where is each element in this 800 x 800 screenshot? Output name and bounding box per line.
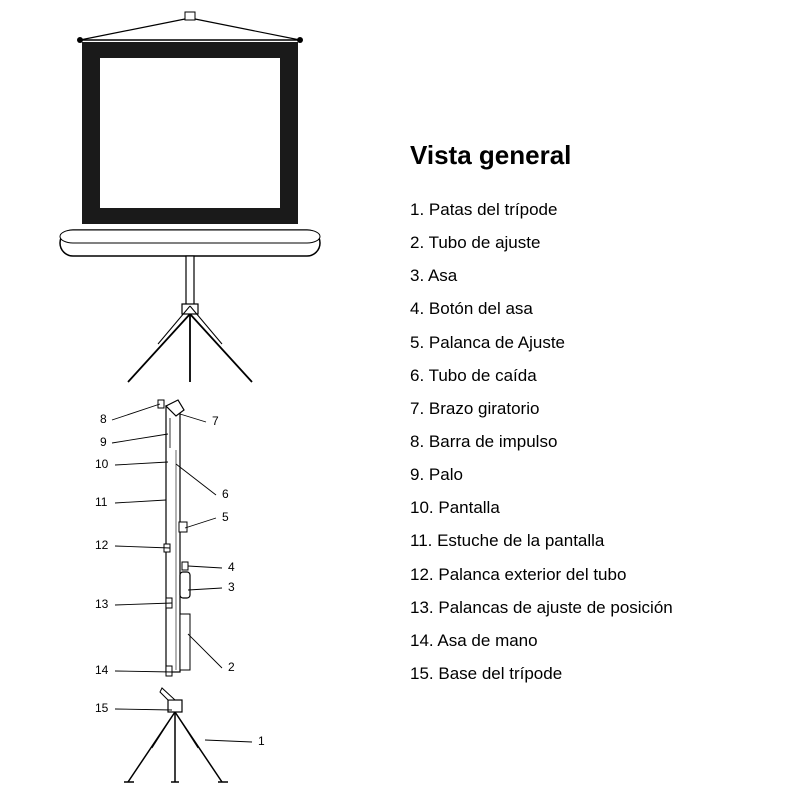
parts-list-item: 7. Brazo giratorio (410, 392, 780, 425)
callout-2: 2 (228, 660, 235, 674)
parts-list-item: 8. Barra de impulso (410, 425, 780, 458)
parts-list: 1. Patas del trípode2. Tubo de ajuste3. … (410, 193, 780, 690)
callout-9: 9 (100, 435, 107, 449)
section-title: Vista general (410, 140, 780, 171)
callout-14: 14 (95, 663, 109, 677)
callout-4: 4 (228, 560, 235, 574)
parts-list-item: 12. Palanca exterior del tubo (410, 558, 780, 591)
callout-5: 5 (222, 510, 229, 524)
parts-list-item: 15. Base del trípode (410, 657, 780, 690)
page-container: 8 9 10 11 12 13 14 15 7 6 5 4 3 2 1 Vist… (0, 0, 800, 800)
parts-list-item: 4. Botón del asa (410, 292, 780, 325)
callout-13: 13 (95, 597, 109, 611)
parts-list-item: 14. Asa de mano (410, 624, 780, 657)
parts-list-item: 13. Palancas de ajuste de posición (410, 591, 780, 624)
parts-list-item: 1. Patas del trípode (410, 193, 780, 226)
callout-12: 12 (95, 538, 109, 552)
callout-3: 3 (228, 580, 235, 594)
diagrams-column: 8 9 10 11 12 13 14 15 7 6 5 4 3 2 1 (0, 0, 380, 800)
parts-list-item: 9. Palo (410, 458, 780, 491)
callout-6: 6 (222, 487, 229, 501)
callout-11: 11 (95, 495, 108, 509)
parts-list-item: 2. Tubo de ajuste (410, 226, 780, 259)
callout-10: 10 (95, 457, 109, 471)
callout-15: 15 (95, 701, 109, 715)
parts-list-item: 3. Asa (410, 259, 780, 292)
parts-list-item: 6. Tubo de caída (410, 359, 780, 392)
overview-diagram (0, 0, 380, 390)
parts-list-item: 11. Estuche de la pantalla (410, 524, 780, 557)
callout-8: 8 (100, 412, 107, 426)
parts-detail-diagram: 8 9 10 11 12 13 14 15 7 6 5 4 3 2 1 (0, 390, 380, 800)
parts-list-item: 5. Palanca de Ajuste (410, 326, 780, 359)
parts-list-item: 10. Pantalla (410, 491, 780, 524)
callout-1: 1 (258, 734, 265, 748)
callout-7: 7 (212, 414, 219, 428)
legend-column: Vista general 1. Patas del trípode2. Tub… (380, 0, 800, 800)
